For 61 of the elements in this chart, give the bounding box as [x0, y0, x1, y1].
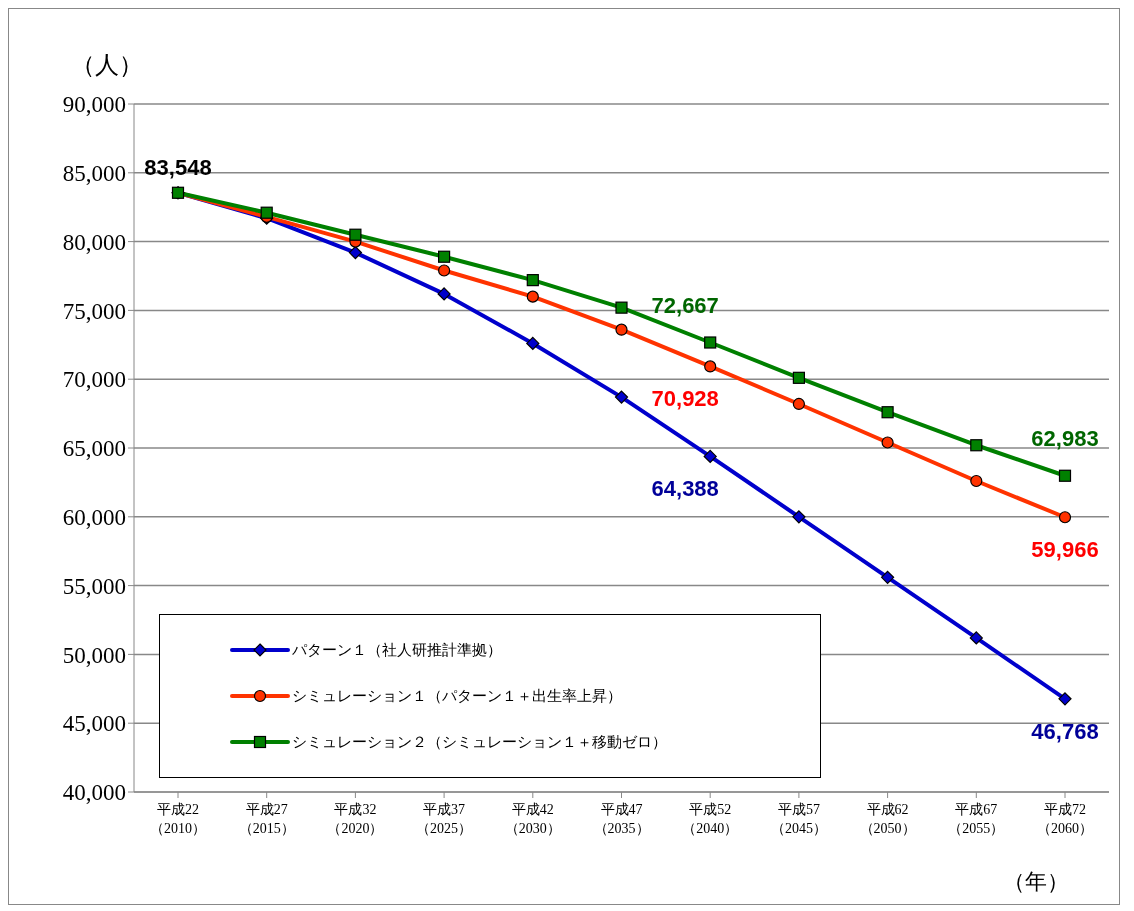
y-tick-label: 70,000 [62, 367, 126, 393]
point [881, 570, 895, 584]
y-tick-label: 75,000 [62, 298, 126, 324]
point [792, 397, 805, 411]
data-label: 64,388 [651, 476, 719, 502]
point [703, 449, 717, 464]
legend-label: パターン１（社人研推計準拠） [292, 640, 502, 660]
point [881, 436, 894, 449]
point [615, 323, 628, 336]
point [881, 406, 894, 419]
point [526, 274, 539, 287]
point [792, 510, 806, 524]
point [438, 250, 451, 263]
x-axis-title: （年） [1003, 868, 1069, 896]
point [1058, 511, 1072, 524]
y-tick-label: 45,000 [62, 711, 126, 737]
point [526, 336, 540, 351]
y-tick-label: 85,000 [62, 160, 126, 186]
y-tick-label: 80,000 [62, 229, 126, 255]
y-tick-label: 60,000 [62, 504, 126, 530]
point [792, 371, 805, 384]
y-tick-label: 40,000 [62, 780, 126, 806]
point [348, 246, 362, 260]
x-tick-label: 平成52 （2040） [682, 802, 739, 836]
point [614, 390, 629, 404]
x-tick-label: 平成37 （2025） [416, 802, 473, 836]
x-tick-label: 平成27 （2015） [238, 802, 295, 836]
point [704, 360, 717, 373]
y-tick-label: 65,000 [62, 436, 126, 462]
x-tick-label: 平成62 （2050） [859, 802, 916, 836]
data-label: 46,768 [1031, 718, 1099, 744]
legend-label: シミュレーション１（パターン１＋出生率上昇） [292, 686, 622, 706]
data-label: 59,966 [1031, 537, 1099, 563]
data-label: 62,983 [1031, 425, 1099, 451]
point [970, 474, 983, 488]
y-tick-label: 55,000 [62, 573, 126, 599]
point [526, 290, 539, 303]
point [969, 631, 983, 645]
point [704, 336, 717, 349]
data-label: 72,667 [651, 292, 719, 318]
point [349, 228, 362, 241]
x-tick-label: 平成57 （2045） [770, 802, 827, 836]
y-tick-label: 90,000 [62, 92, 126, 118]
x-tick-label: 平成22 （2010） [150, 802, 206, 836]
point [437, 287, 451, 301]
point [1058, 469, 1072, 482]
y-tick-label: 50,000 [62, 642, 126, 668]
x-tick-label: 平成72 （2060） [1037, 802, 1093, 836]
point [260, 206, 273, 219]
point [615, 301, 628, 314]
point [970, 439, 983, 452]
x-tick-label: 平成47 （2035） [593, 802, 650, 836]
annotation: 83,548 [144, 154, 212, 180]
x-tick-label: 平成42 （2030） [504, 802, 561, 836]
x-tick-label: 平成67 （2055） [948, 802, 1005, 836]
point [438, 264, 451, 277]
x-tick-label: 平成32 （2020） [327, 802, 384, 836]
data-label: 70,928 [651, 386, 719, 412]
y-axis-title: （人） [71, 51, 143, 80]
legend-label: シミュレーション２（シミュレーション１＋移動ゼロ） [292, 732, 667, 752]
point [1058, 692, 1072, 706]
